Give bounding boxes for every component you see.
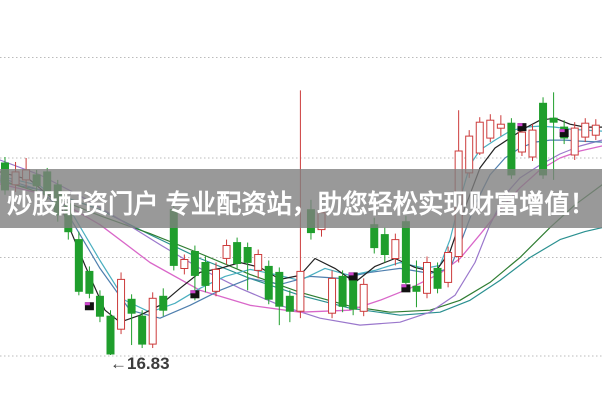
candle-body [275,271,284,307]
signal-marker-accent [401,284,407,288]
candle-body [423,262,431,294]
candle-body [328,277,337,314]
signal-marker-accent [559,129,565,133]
signal-marker [559,129,569,138]
candle-body [517,131,526,153]
candle-body [264,265,273,300]
chart-gridlines [0,56,602,357]
candle-body [159,295,168,311]
candle-body [496,123,505,129]
candle-body [380,234,389,256]
candle-body [549,117,558,123]
candle-body [212,268,220,292]
signal-markers [84,123,569,311]
candle-body [243,247,252,263]
candle-body [570,127,579,156]
signal-marker [348,272,358,281]
candle-body [95,295,104,317]
candle-body [507,122,516,176]
candle-body [138,315,147,345]
candle-body [370,224,379,249]
ad-banner-text: 炒股配资门户 专业配资站，助您轻松实现财富增值！ [7,189,595,219]
candle-body [127,298,136,314]
candle-body [581,122,590,138]
ma-black [0,117,602,323]
candle-body [85,270,94,294]
candle-body [528,129,537,158]
candle-body [433,267,442,289]
candle-body [465,135,474,174]
candle-body [148,297,157,345]
candle-body [486,119,495,139]
candle-body [180,259,189,269]
ad-banner [0,169,602,228]
signal-marker [190,290,200,299]
candle-body [349,277,358,310]
candle-body [190,251,199,276]
candle-body [401,221,410,283]
candle-body [296,270,305,312]
signal-marker-accent [84,302,90,306]
candle-body [359,283,368,312]
candle-body [233,242,242,265]
candle-body [106,315,115,355]
signal-marker-accent [190,290,196,294]
candle-body [475,121,484,154]
candle-body [254,254,263,271]
low-price-label: ←16.83 [110,354,170,373]
signal-marker-accent [517,123,523,127]
signal-marker [401,284,411,293]
candle-body [539,102,548,176]
candle-body [74,239,83,292]
signal-marker [84,302,94,311]
candle-body [201,262,210,286]
signal-marker-accent [348,272,354,276]
candle-body [591,124,600,136]
candle-body [444,252,453,283]
candle-body [412,285,421,292]
signal-marker [517,123,527,132]
candle-body [338,275,347,307]
candle-body [391,239,400,260]
candle-body [117,278,126,330]
candle-body [285,295,294,312]
candle-body [222,245,231,259]
